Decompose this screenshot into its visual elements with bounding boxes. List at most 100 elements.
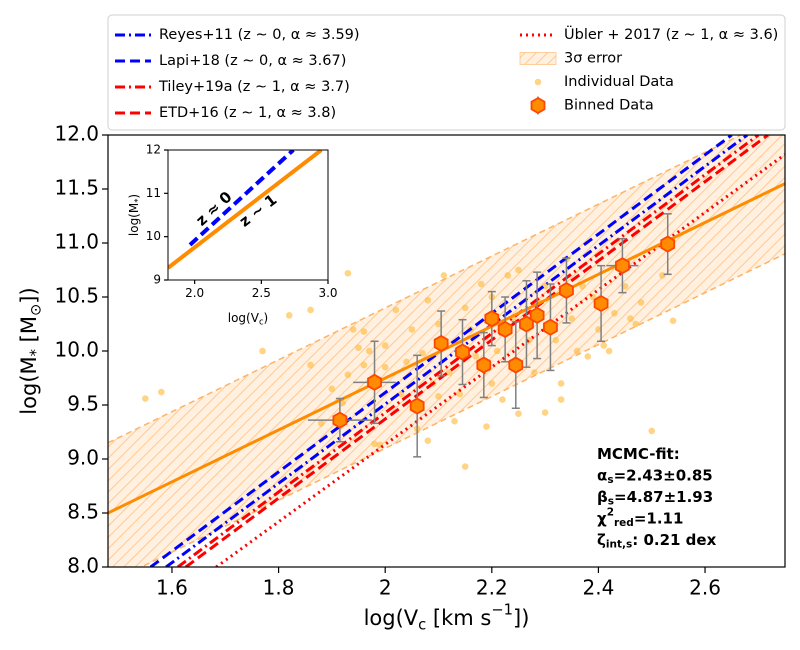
line (168, 150, 323, 270)
data-point (424, 296, 432, 304)
data-point (557, 396, 565, 403)
x-tick-label: 2.0 (185, 286, 204, 300)
x-tick-label: 2.6 (689, 576, 721, 600)
y-tick-label: 9 (153, 273, 161, 287)
data-point (531, 369, 538, 376)
inset-background (168, 150, 328, 280)
y-tick-label: 12 (146, 143, 161, 157)
data-point (552, 336, 560, 344)
legend-box (107, 14, 786, 131)
fit-annotation-part: β (597, 488, 608, 506)
data-point (499, 396, 506, 403)
x-axis-label-part: ]) (513, 606, 529, 630)
data-point (461, 304, 469, 312)
y-axis-label-part: ) (127, 194, 141, 199)
y-tick-label: 12.0 (54, 122, 99, 146)
data-point (424, 437, 432, 444)
data-point (605, 347, 613, 355)
fit-annotation-part: =1.11 (634, 509, 684, 527)
fit-annotation: βs=4.87±1.93 (597, 488, 713, 508)
legend-label: Reyes+11 (z ∼ 0, α ≈ 3.59) (159, 27, 360, 43)
fit-annotation-part: χ (597, 509, 607, 527)
fit-annotation: αs=2.43±0.85 (597, 466, 713, 486)
axes-frame (167, 149, 329, 281)
binned-point (455, 343, 470, 361)
binned-point (409, 397, 425, 415)
y-tick-label: 10 (146, 229, 161, 243)
fit-annotation: MCMC-fit: (597, 445, 680, 463)
y-tick-label: 10.5 (54, 284, 99, 308)
fit-annotation-part: =4.87±1.93 (614, 488, 713, 506)
data-point (307, 306, 314, 314)
binned-point (508, 356, 524, 374)
binned-point (660, 235, 676, 253)
data-point (435, 393, 442, 400)
legend-hexagon (530, 96, 546, 115)
x-axis-label-part: c (259, 316, 264, 326)
error-band-edge (139, 253, 785, 567)
data-point (142, 395, 149, 402)
data-point (285, 312, 293, 319)
data-point (541, 409, 549, 416)
data-point (472, 353, 480, 360)
y-tick-label: 11 (146, 186, 161, 200)
plot-area (108, 135, 785, 567)
y-axis-label: log(M* [M⊙]) (17, 287, 44, 414)
y-tick-label: 9.0 (67, 446, 99, 470)
data-point (621, 282, 629, 290)
legend-band (519, 52, 557, 65)
data-point (451, 417, 458, 425)
fit-annotation: χ2red=1.11 (597, 507, 683, 530)
data-point (648, 427, 656, 435)
data-point (504, 272, 512, 279)
x-tick-label: 2.4 (583, 576, 615, 600)
binned-point (543, 318, 558, 336)
data-point (360, 361, 368, 369)
y-axis-label-part: [M (17, 316, 41, 349)
data-point (435, 320, 442, 328)
y-tick-label: 10.0 (54, 338, 99, 362)
fit-annotation-part: =2.43±0.85 (614, 466, 713, 484)
data-point (344, 371, 352, 379)
x-axis-label-part: −1 (491, 602, 513, 619)
data-point (307, 361, 314, 369)
y-axis-label-part: ]) (17, 287, 41, 303)
x-tick-label: 1.8 (263, 576, 295, 600)
legend-label: 3σ error (564, 51, 622, 67)
x-axis-label-part: [km s (426, 606, 491, 630)
x-axis-label-part: c (418, 616, 426, 633)
data-point (456, 390, 464, 398)
data-point (403, 358, 410, 366)
y-axis-label-part: * (132, 199, 142, 203)
data-point (632, 320, 640, 328)
binned-point (497, 320, 513, 338)
binned-point (559, 281, 574, 300)
y-axis-label-part: log(M (17, 356, 41, 414)
fit-annotation-part: : 0.21 dex (632, 531, 716, 549)
fit-annotation-part: 2 (607, 507, 614, 519)
x-tick-label: 2.5 (252, 286, 271, 300)
fit-annotation-part: s (607, 474, 613, 486)
line (188, 150, 295, 247)
y-tick-label: 11.5 (54, 176, 99, 200)
data-point (493, 347, 501, 355)
data-point (445, 369, 453, 376)
legend-dot (534, 78, 542, 86)
legend-label: Lapi+18 (z ∼ 0, α ≈ 3.67) (159, 53, 346, 69)
fit-annotation-part: int,s (606, 539, 632, 551)
x-axis-label-part: log(V (364, 606, 419, 630)
fit-annotation-part: ζ (597, 531, 606, 549)
data-point (259, 347, 266, 355)
data-point (371, 440, 378, 448)
y-tick-label: 9.5 (67, 392, 99, 416)
data-point (488, 380, 496, 387)
y-axis-label: log(M*) (127, 194, 143, 236)
x-tick-label: 3.0 (318, 286, 337, 300)
data-point (515, 266, 522, 274)
fit-annotation-part: red (614, 517, 634, 529)
legend-label: Binned Data (564, 98, 654, 114)
binned-point (332, 411, 348, 429)
data-point (381, 342, 389, 349)
x-tick-label: 2 (379, 576, 392, 600)
